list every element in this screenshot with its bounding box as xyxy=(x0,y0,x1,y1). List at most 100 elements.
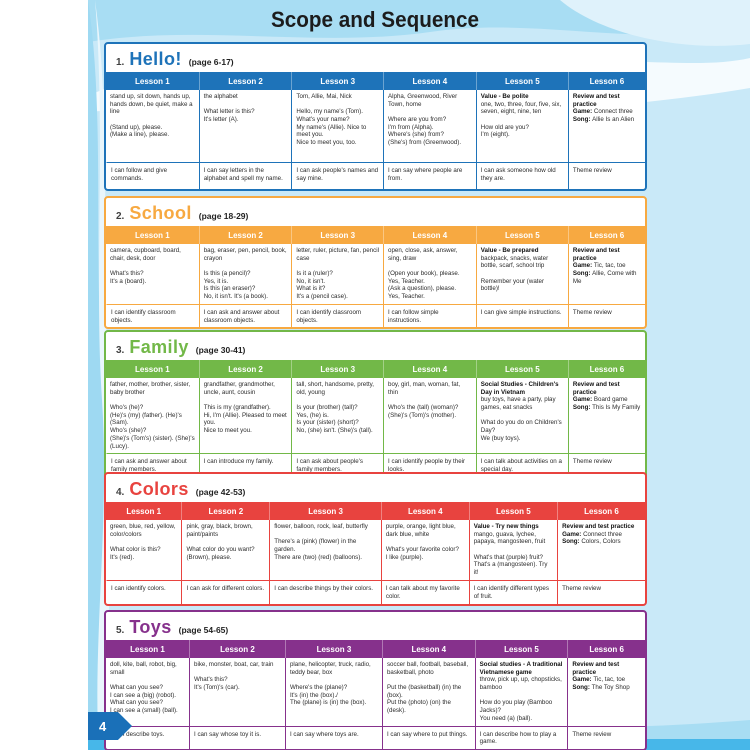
content-bold-text: Game: xyxy=(572,676,594,684)
i-can-cell: I can say where toys are. xyxy=(284,725,382,749)
lesson-header-cell: Lesson 4 xyxy=(383,360,476,378)
content-bold-text: Song: xyxy=(572,270,593,278)
lesson-content-cell: green, blue, red, yellow, color/colors W… xyxy=(106,520,181,580)
lesson-content-cell: Social studies - A traditional Vietnames… xyxy=(474,658,568,726)
i-can-cell: I can ask and answer about family member… xyxy=(106,453,199,477)
content-text: buy toys, have a party, play games, eat … xyxy=(480,396,562,442)
content-bold-text: Game: xyxy=(562,530,584,538)
lesson-header-row: Lesson 1 Lesson 2 Lesson 3 Lesson 4 Lesson 5… xyxy=(106,72,645,90)
i-can-cell: I can introduce my family. xyxy=(198,453,292,477)
content-text: tall, short, handsome, pretty, old, youn… xyxy=(296,381,375,435)
lesson-content-cell: boy, girl, man, woman, fat, thin Who's t… xyxy=(383,378,476,454)
content-text: stand up, sit down, hands up, hands down… xyxy=(110,93,193,139)
content-text: boy, girl, man, woman, fat, thin Who's t… xyxy=(388,381,461,419)
i-can-row: I can identify colors. I can ask for diff… xyxy=(106,580,645,604)
content-text: plane, helicopter, truck, radio, teddy b… xyxy=(289,661,371,707)
lesson-content-cell: Tom, Allie, Mai, Nick Hello, my name's (… xyxy=(291,90,383,162)
content-bold-text: Song: xyxy=(572,404,593,412)
lesson-header-cell: Lesson 4 xyxy=(383,226,476,244)
lesson-content-cell: Review and test practice Game: Connect t… xyxy=(557,520,645,580)
content-bold-text: Review and test practice xyxy=(572,661,620,676)
content-bold-text: Value - Be prepared xyxy=(480,247,539,254)
i-can-cell: I can follow and give commands. xyxy=(106,162,199,189)
unit-page-range: (page 18-29) xyxy=(198,211,249,221)
content-text: mango, guava, lychee, papaya, mangosteen… xyxy=(473,530,548,577)
lesson-header-cell: Lesson 1 xyxy=(106,226,199,244)
lesson-content-cell: letter, ruler, picture, fan, pencil case… xyxy=(291,244,383,304)
i-can-cell: I can say letters in the alphabet and sp… xyxy=(198,162,292,189)
content-bold-text: Social Studies - Children's Day in Vietn… xyxy=(480,381,559,396)
i-can-cell: I can describe things by their colors. xyxy=(269,580,381,604)
i-can-row: I can ask and answer about family member… xyxy=(106,453,645,477)
lesson-content-cell: stand up, sit down, hands up, hands down… xyxy=(106,90,199,162)
content-text: bike, monster, boat, car, train What's t… xyxy=(194,661,274,692)
i-can-cell: I can describe toys. xyxy=(106,725,189,750)
content-text: soccer ball, football, baseball, basketb… xyxy=(386,661,469,715)
content-text: Allie, Come with Me xyxy=(572,270,637,285)
unit-number: 5. xyxy=(116,625,125,636)
content-text: flower, balloon, rock, leaf, butterfly T… xyxy=(274,523,368,561)
lesson-header-cell: Lesson 3 xyxy=(291,72,384,90)
content-text: Connect three xyxy=(583,530,622,538)
content-bold-text: Game: xyxy=(572,108,594,116)
unit-title: 3. Family (page 30-41) xyxy=(106,332,645,360)
i-can-cell: I can talk about my favorite color. xyxy=(380,580,469,604)
content-text: green, blue, red, yellow, color/colors W… xyxy=(110,523,176,561)
content-text: grandfather, grandmother, uncle, aunt, c… xyxy=(203,381,287,435)
content-text: backpack, snacks, water bottle, scarf, s… xyxy=(480,254,549,293)
i-can-cell: Theme review xyxy=(567,162,645,189)
content-bold-text: Song: xyxy=(572,116,593,124)
lesson-header-cell: Lesson 5 xyxy=(474,640,568,658)
lesson-header-cell: Lesson 1 xyxy=(106,360,199,378)
unit-name: Colors xyxy=(129,479,189,499)
lesson-header-cell: Lesson 5 xyxy=(475,72,568,90)
unit-title: 1. Hello! (page 6-17) xyxy=(106,44,645,72)
unit-title: 4. Colors (page 42-53) xyxy=(106,474,645,502)
i-can-cell: I can talk about activities on a special… xyxy=(475,453,568,477)
lesson-header-row: Lesson 1 Lesson 2 Lesson 3 Lesson 4 Lesson 5… xyxy=(106,360,645,378)
lesson-content-cell: Value - Try new things mango, guava, lyc… xyxy=(468,520,557,580)
content-text: The Toy Shop xyxy=(591,684,630,692)
lesson-content-row: stand up, sit down, hands up, hands down… xyxy=(106,90,645,162)
lesson-header-cell: Lesson 3 xyxy=(284,640,382,658)
unit-page-range: (page 54-65) xyxy=(178,625,229,635)
unit-block-1: 1. Hello! (page 6-17) Lesson 1 Lesson 2 Lesso… xyxy=(104,42,647,191)
lesson-content-cell: soccer ball, football, baseball, basketb… xyxy=(381,658,475,726)
lesson-header-cell: Lesson 4 xyxy=(383,72,476,90)
unit-number: 1. xyxy=(116,57,125,68)
i-can-cell: I can identify people by their looks. xyxy=(383,453,476,477)
unit-name: Family xyxy=(129,337,189,357)
unit-number: 3. xyxy=(116,345,125,356)
page-title: Scope and Sequence xyxy=(270,7,480,32)
i-can-cell: I can say where to put things. xyxy=(381,725,475,749)
unit-page-range: (page 30-41) xyxy=(195,345,246,355)
lesson-content-row: doll, kite, ball, robot, big, small What… xyxy=(106,658,645,726)
content-text: doll, kite, ball, robot, big, small What… xyxy=(110,661,178,715)
unit-block-5: 5. Toys (page 54-65) Lesson 1 Lesson 2 Lesson… xyxy=(104,610,647,750)
i-can-cell: I can ask for different colors. xyxy=(181,580,270,604)
lesson-header-cell: Lesson 1 xyxy=(106,640,189,658)
content-text: Connect three xyxy=(593,108,633,116)
lesson-content-cell: flower, balloon, rock, leaf, butterfly T… xyxy=(269,520,381,580)
content-bold-text: Review and test practice xyxy=(572,247,620,262)
lesson-content-cell: bag, eraser, pen, pencil, book, crayon I… xyxy=(198,244,292,304)
unit-number: 4. xyxy=(116,487,125,498)
lesson-content-cell: grandfather, grandmother, uncle, aunt, c… xyxy=(198,378,292,454)
content-text: Tic, tac, toe xyxy=(593,676,626,684)
content-text: the alphabet What letter is this? It's l… xyxy=(203,93,255,124)
lesson-header-row: Lesson 1 Lesson 2 Lesson 3 Lesson 4 Lesson 5… xyxy=(106,640,645,658)
lesson-header-cell: Lesson 5 xyxy=(475,226,568,244)
i-can-cell: I can ask and answer about classroom obj… xyxy=(198,303,292,328)
lesson-content-cell: Review and test practice Game: Connect t… xyxy=(567,90,645,162)
unit-title: 5. Toys (page 54-65) xyxy=(106,612,645,640)
lesson-content-cell: Alpha, Greenwood, River Town, home Where… xyxy=(383,90,476,162)
lesson-header-cell: Lesson 6 xyxy=(567,72,645,90)
content-text: bag, eraser, pen, pencil, book, crayon I… xyxy=(203,247,287,301)
content-text: This Is My Family xyxy=(592,404,641,412)
lesson-content-cell: plane, helicopter, truck, radio, teddy b… xyxy=(284,658,382,726)
lesson-content-cell: father, mother, brother, sister, baby br… xyxy=(106,378,199,453)
lesson-header-row: Lesson 1 Lesson 2 Lesson 3 Lesson 4 Lesson 5… xyxy=(106,502,645,520)
i-can-cell: Theme review xyxy=(567,303,645,328)
page-number: 4 xyxy=(99,718,107,734)
